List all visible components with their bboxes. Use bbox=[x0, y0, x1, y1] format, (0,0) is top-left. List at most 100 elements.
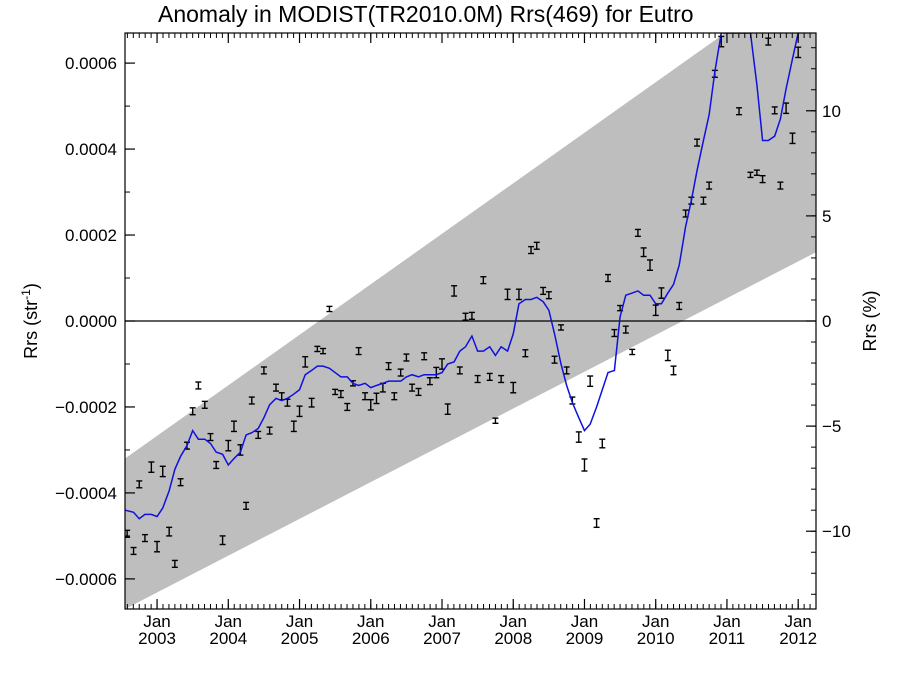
x-tick-month: Jan bbox=[784, 612, 811, 631]
data-point bbox=[255, 430, 262, 440]
x-tick-month: Jan bbox=[215, 612, 242, 631]
data-point bbox=[706, 181, 713, 190]
data-point bbox=[136, 480, 143, 489]
data-point bbox=[260, 366, 267, 375]
x-tick-month: Jan bbox=[428, 612, 455, 631]
x-tick-month: Jan bbox=[571, 612, 598, 631]
data-point bbox=[533, 241, 540, 250]
data-point bbox=[599, 438, 606, 449]
data-point bbox=[273, 383, 280, 392]
data-point bbox=[332, 388, 339, 396]
data-point bbox=[540, 286, 547, 296]
data-point bbox=[230, 420, 237, 433]
data-point bbox=[545, 291, 552, 300]
data-point bbox=[344, 402, 351, 412]
data-point bbox=[189, 407, 196, 416]
plot-area bbox=[125, 33, 816, 609]
data-point bbox=[166, 526, 173, 537]
data-point bbox=[397, 368, 404, 377]
data-point bbox=[433, 366, 440, 379]
data-point bbox=[670, 365, 677, 376]
data-point bbox=[604, 273, 611, 283]
data-point bbox=[362, 392, 369, 401]
chart-title: Anomaly in MODIST(TR2010.0M) Rrs(469) fo… bbox=[158, 1, 694, 27]
data-point bbox=[308, 397, 315, 408]
data-point bbox=[391, 392, 398, 401]
data-point bbox=[141, 533, 148, 543]
data-point bbox=[664, 349, 671, 362]
y2-tick-label: −10 bbox=[822, 522, 851, 541]
data-point bbox=[444, 403, 451, 415]
right-axis-ticks: −10 −5 0 5 10 bbox=[806, 47, 851, 595]
data-point bbox=[403, 353, 410, 362]
data-point bbox=[207, 432, 214, 442]
trend-line bbox=[125, 33, 799, 520]
data-point bbox=[522, 349, 529, 358]
data-point bbox=[647, 259, 654, 271]
data-point bbox=[551, 355, 558, 364]
data-point bbox=[159, 465, 166, 478]
data-point bbox=[622, 325, 629, 334]
data-point bbox=[658, 287, 665, 299]
data-point bbox=[296, 405, 303, 418]
y2-tick-label: 5 bbox=[822, 207, 831, 226]
data-point bbox=[528, 245, 535, 255]
data-point bbox=[373, 392, 380, 405]
data-point bbox=[213, 460, 220, 470]
x-tick-year: 2010 bbox=[637, 629, 675, 648]
y-tick-label: 0.0006 bbox=[65, 54, 117, 73]
data-point bbox=[367, 398, 374, 411]
data-point bbox=[480, 276, 487, 285]
data-point bbox=[694, 138, 701, 147]
error-bar-points bbox=[125, 35, 802, 569]
bottom-axis-ticks: Jan2003Jan2004Jan2005Jan2006Jan2007Jan20… bbox=[126, 33, 817, 648]
data-point bbox=[451, 285, 458, 297]
x-tick-year: 2004 bbox=[209, 629, 247, 648]
y2-tick-label: 0 bbox=[822, 312, 831, 331]
data-point bbox=[587, 375, 594, 388]
data-point bbox=[629, 348, 636, 356]
left-axis-ticks: −0.0006 −0.0004 −0.0002 0.0000 0.0002 0.0004 0… bbox=[55, 54, 135, 589]
data-point bbox=[385, 361, 392, 371]
data-point bbox=[409, 383, 416, 392]
data-point bbox=[326, 305, 333, 313]
data-point bbox=[320, 347, 327, 355]
data-point bbox=[219, 535, 226, 546]
data-point bbox=[302, 355, 309, 368]
data-point bbox=[337, 389, 344, 399]
y2-tick-label: 10 bbox=[822, 102, 841, 121]
y-tick-label: −0.0002 bbox=[55, 398, 117, 417]
data-point bbox=[581, 458, 588, 472]
x-tick-year: 2007 bbox=[423, 629, 461, 648]
data-point bbox=[462, 312, 469, 321]
data-point bbox=[753, 169, 760, 176]
y-tick-label: −0.0004 bbox=[55, 484, 117, 503]
data-point bbox=[243, 501, 250, 510]
data-point bbox=[130, 546, 137, 556]
data-point bbox=[759, 175, 766, 184]
data-point bbox=[789, 132, 796, 145]
data-point bbox=[171, 559, 178, 569]
data-point bbox=[248, 396, 255, 405]
y-tick-label: −0.0006 bbox=[55, 570, 117, 589]
data-point bbox=[195, 381, 202, 390]
x-tick-year: 2003 bbox=[138, 629, 176, 648]
data-point bbox=[498, 374, 505, 384]
data-point bbox=[771, 106, 778, 115]
data-point bbox=[486, 372, 493, 382]
data-point bbox=[355, 346, 362, 356]
x-tick-year: 2005 bbox=[281, 629, 319, 648]
x-tick-year: 2011 bbox=[709, 629, 746, 648]
data-point bbox=[736, 107, 743, 116]
x-tick-month: Jan bbox=[357, 612, 384, 631]
data-point bbox=[177, 478, 184, 487]
data-point bbox=[700, 196, 707, 205]
x-tick-year: 2012 bbox=[779, 629, 817, 648]
x-tick-year: 2009 bbox=[566, 629, 604, 648]
data-point bbox=[634, 228, 641, 238]
data-point bbox=[415, 387, 422, 397]
data-point bbox=[795, 46, 802, 59]
x-tick-year: 2006 bbox=[352, 629, 390, 648]
y2-tick-label: −5 bbox=[822, 417, 841, 436]
data-point bbox=[640, 247, 647, 258]
